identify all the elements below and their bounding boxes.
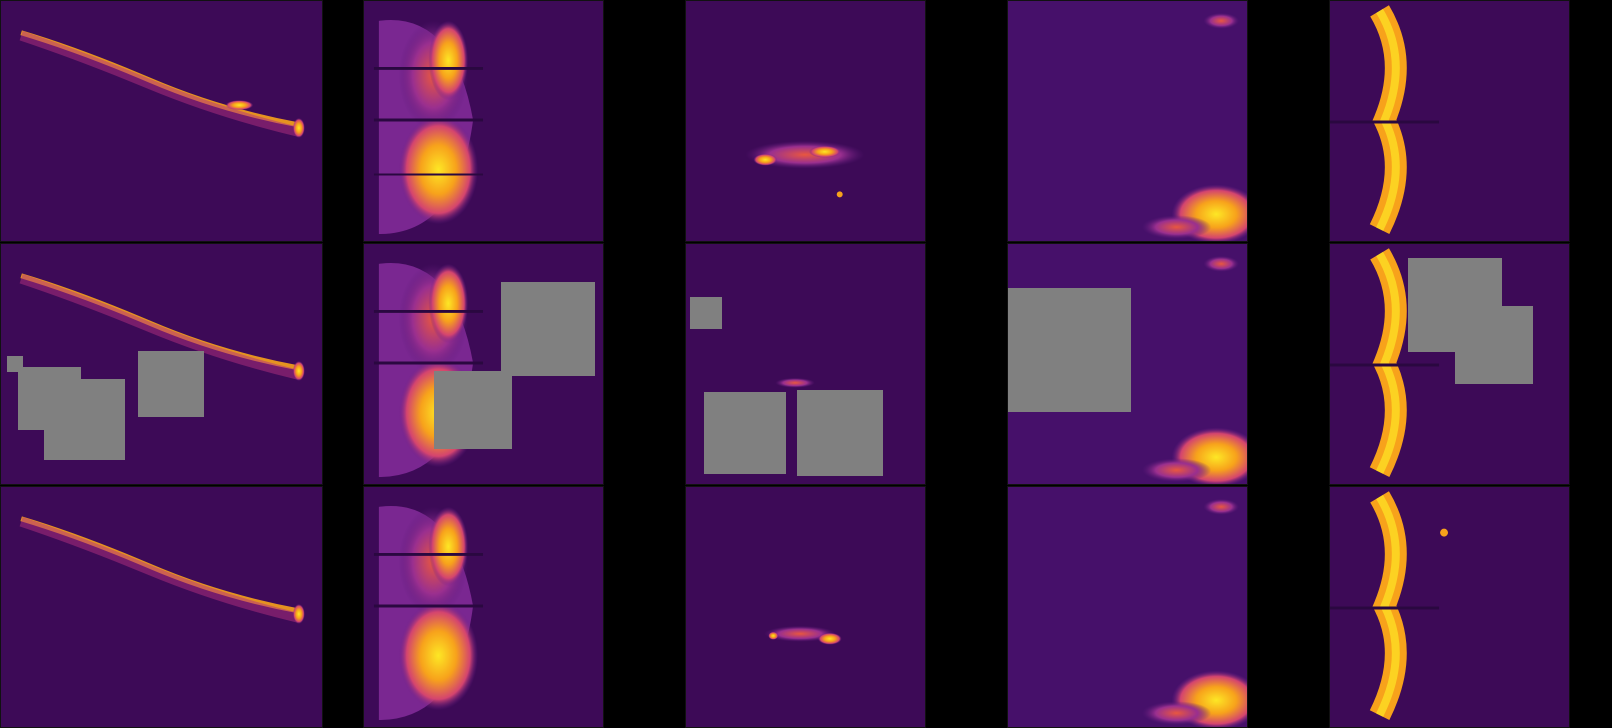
vertical-band-heatmap [1330,5,1440,234]
half-moon-heatmap [373,20,484,235]
masked-panel-r2-c4 [1007,243,1248,485]
mask-patch [1455,306,1533,384]
mask-patch [138,351,204,417]
reconstructed-panel-r3-c3 [685,486,926,728]
mask-patch [501,282,595,376]
corner-cluster-heatmap [1141,498,1247,727]
corner-cluster-heatmap [1141,255,1247,484]
diagonal-edge-heatmap [19,516,305,624]
vertical-band-heatmap [1330,491,1449,720]
reconstructed-panel-r3-c4 [1007,486,1248,728]
central-cluster-heatmap [745,140,865,198]
mask-patch [1008,288,1131,412]
mask-patch [797,390,883,476]
diagonal-edge-heatmap [19,273,305,381]
central-cluster-heatmap [775,377,815,388]
heatmap-panel-r1-c1 [0,0,323,242]
masked-panel-r2-c5 [1329,243,1570,485]
masked-panel-r2-c1 [0,243,323,485]
masked-panel-r2-c2 [363,243,604,485]
corner-cluster-heatmap [1141,12,1247,241]
heatmap-panel-r1-c5 [1329,0,1570,242]
heatmap-panel-r1-c2 [363,0,604,242]
reconstructed-panel-r3-c2 [363,486,604,728]
heatmap-panel-r1-c4 [1007,0,1248,242]
mask-patch [44,379,125,460]
reconstructed-panel-r3-c5 [1329,486,1570,728]
masked-panel-r2-c3 [685,243,926,485]
mask-patch [434,371,512,449]
diagonal-edge-heatmap [19,30,305,138]
mask-patch [704,392,786,474]
mask-patch [690,297,722,329]
central-cluster-heatmap [764,625,842,645]
heatmap-panel-r1-c3 [685,0,926,242]
vertical-band-heatmap [1330,248,1440,477]
half-moon-heatmap [373,506,484,721]
reconstructed-panel-r3-c1 [0,486,323,728]
